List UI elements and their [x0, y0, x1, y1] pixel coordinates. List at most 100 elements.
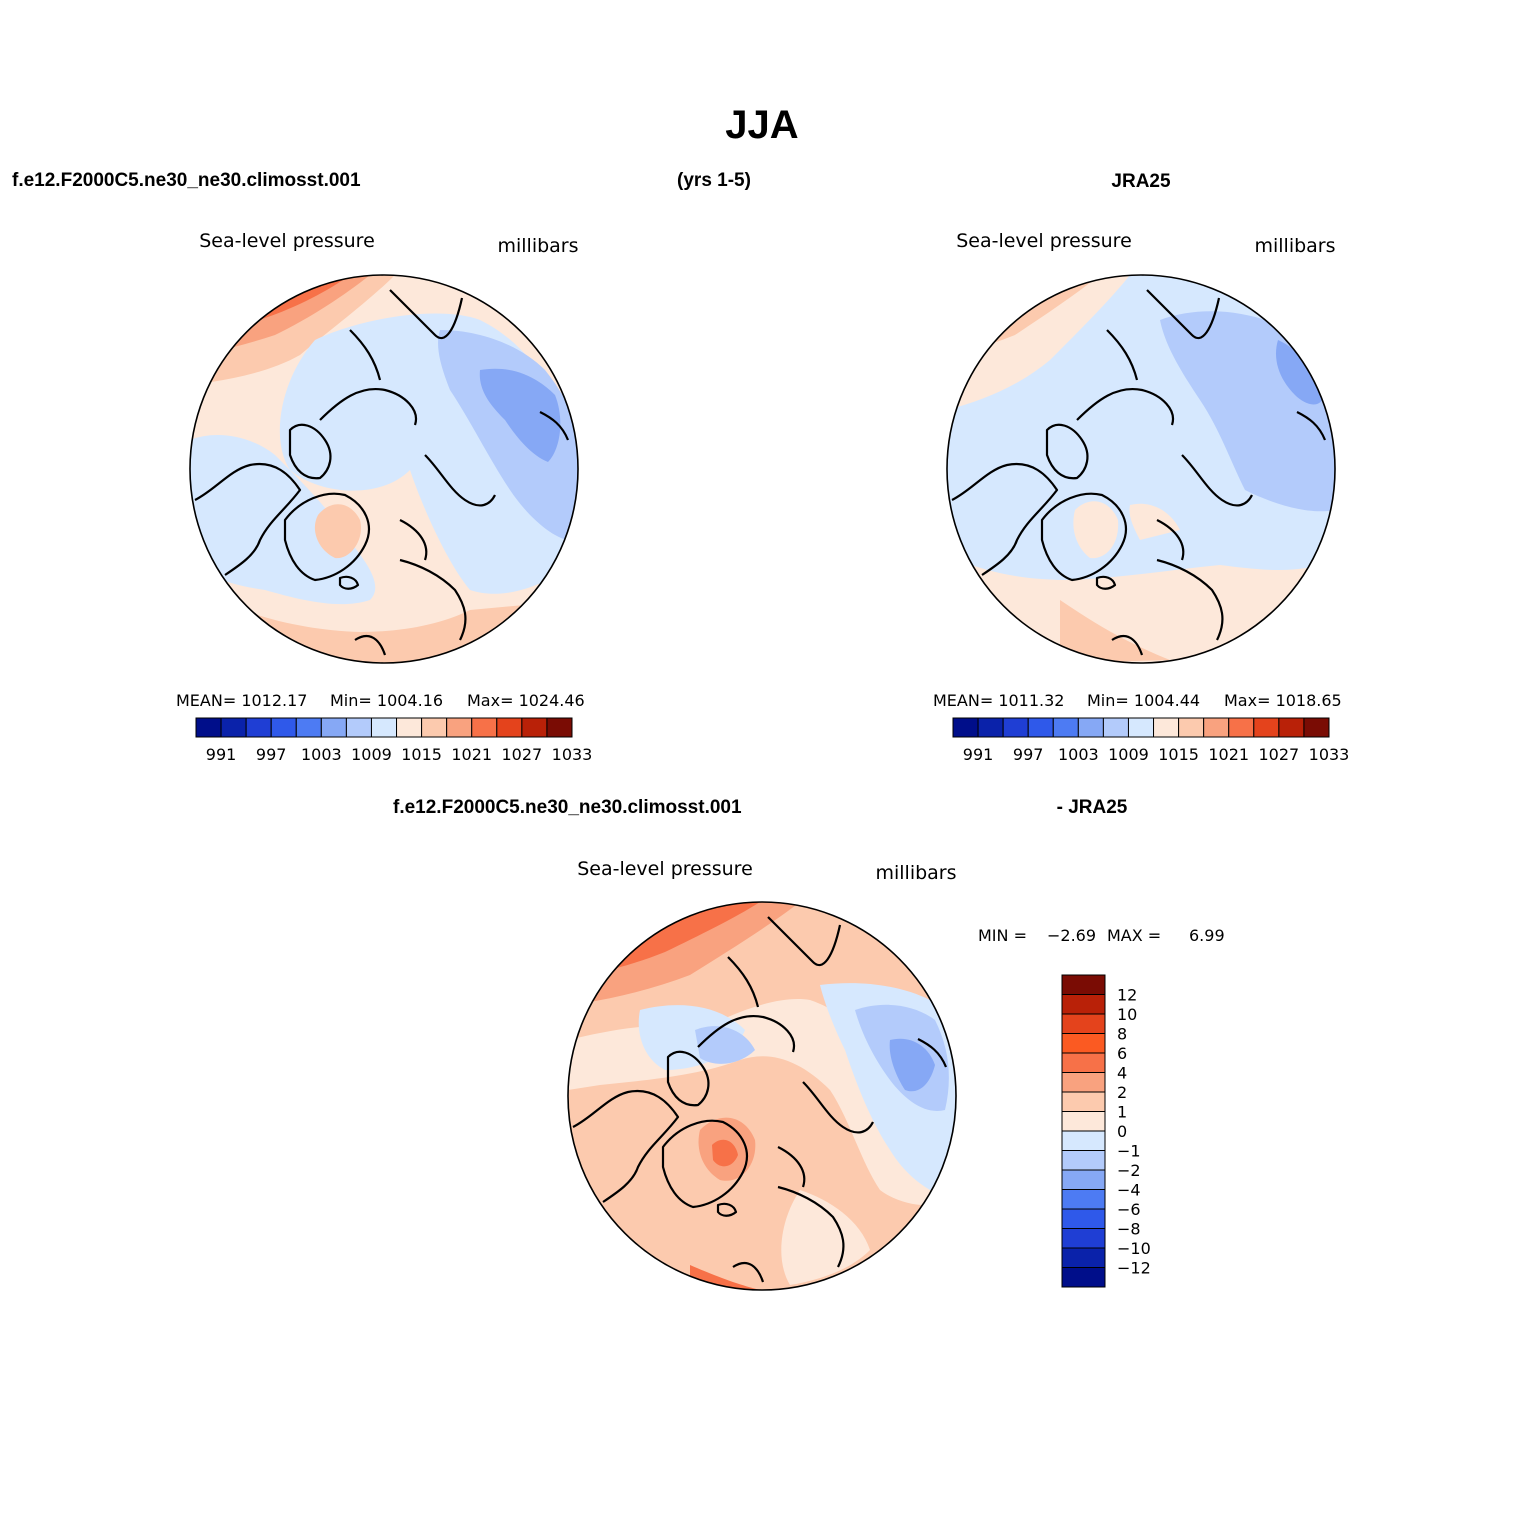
diff-map-border [567, 901, 957, 1291]
years-header: (yrs 1-5) [677, 170, 751, 191]
model-panel: Sea-level pressure millibars [176, 230, 592, 764]
diff-minus-obs: - JRA25 [1057, 797, 1128, 818]
diff-colorbar-swatch [1061, 1013, 1106, 1034]
diff-colorbar-swatch [1061, 1189, 1106, 1210]
model-colorbar-swatch [446, 717, 473, 738]
diff-colorbar-swatch [1061, 1033, 1106, 1054]
model-max-stat: Max= 1024.46 [467, 691, 585, 710]
diff-colorbar-tick-label: 0 [1117, 1122, 1127, 1141]
diff-panel: f.e12.F2000C5.ne30_ne30.climosst.001 - J… [393, 797, 1225, 1291]
obs-colorbar-swatch [1278, 717, 1305, 738]
obs-colorbar: 991 997 1003 1009 1015 1021 1027 1033 [952, 717, 1349, 764]
diff-colorbar-swatch [1061, 1169, 1106, 1190]
diff-colorbar-tick-label: −8 [1117, 1220, 1141, 1239]
obs-colorbar-swatch [1303, 717, 1330, 738]
model-mean-stat: MEAN= 1012.17 [176, 691, 307, 710]
obs-colorbar-swatch [1228, 717, 1255, 738]
diff-colorbar-swatch [1061, 994, 1106, 1015]
model-colorbar-tick-label: 1003 [301, 745, 342, 764]
obs-colorbar-swatch [1052, 717, 1079, 738]
diff-colorbar-tick-label: −10 [1117, 1239, 1151, 1258]
model-colorbar-swatch [245, 717, 272, 738]
diff-colorbar-swatch [1061, 1111, 1106, 1132]
figure-title: JJA [725, 103, 798, 147]
diff-colorbar-swatch [1061, 974, 1106, 995]
obs-colorbar-tick-label: 991 [963, 745, 994, 764]
diff-polar-map [568, 902, 956, 1290]
model-polar-map [190, 275, 578, 663]
diff-colorbar-tick-label: 8 [1117, 1025, 1127, 1044]
diff-colorbar-swatch [1061, 1150, 1106, 1171]
model-colorbar-swatch [320, 717, 347, 738]
obs-colorbar-swatch [1203, 717, 1230, 738]
diff-variable-label: Sea-level pressure [577, 858, 753, 880]
obs-variable-label: Sea-level pressure [956, 230, 1132, 252]
model-colorbar-swatch [370, 717, 398, 738]
model-colorbar-tick-label: 1009 [351, 745, 392, 764]
model-colorbar-swatch [396, 717, 423, 738]
diff-min-value: −2.69 [1047, 926, 1096, 945]
obs-colorbar-tick-label: 1003 [1058, 745, 1099, 764]
obs-min-stat: Min= 1004.44 [1087, 691, 1200, 710]
obs-coastlines [951, 289, 1327, 656]
obs-colorbar-swatch [977, 717, 1004, 738]
obs-map-border [946, 274, 1336, 664]
diff-colorbar-tick-label: −12 [1117, 1259, 1151, 1278]
diff-colorbar-tick-label: 6 [1117, 1044, 1127, 1063]
obs-colorbar-tick-label: 997 [1013, 745, 1044, 764]
diff-max-value: 6.99 [1189, 926, 1225, 945]
model-colorbar-swatch [220, 717, 247, 738]
model-colorbar-tick-label: 991 [206, 745, 237, 764]
model-colorbar-tick-label: 1027 [502, 745, 543, 764]
obs-colorbar-tick-label: 1015 [1158, 745, 1199, 764]
diff-units-label: millibars [875, 862, 956, 884]
model-colorbar-swatch [270, 717, 297, 738]
model-map-border [189, 274, 579, 664]
diff-colorbar-swatch [1061, 1091, 1106, 1112]
diff-min-label: MIN = [978, 926, 1027, 945]
obs-colorbar-swatch [1178, 717, 1205, 738]
model-colorbar-tick-label: 997 [256, 745, 287, 764]
obs-colorbar-swatch [1253, 717, 1280, 738]
obs-colorbar-swatch [1153, 717, 1180, 738]
obs-panel: Sea-level pressure millibars [933, 230, 1349, 764]
diff-colorbar-tick-label: −6 [1117, 1200, 1141, 1219]
diff-colorbar-swatch [1061, 1072, 1106, 1093]
obs-colorbar-swatch [1027, 717, 1054, 738]
model-min-stat: Min= 1004.16 [330, 691, 443, 710]
obs-colorbar-tick-label: 1009 [1108, 745, 1149, 764]
model-colorbar-swatch [471, 717, 498, 738]
diff-colorbar-swatch [1061, 1130, 1106, 1151]
model-coastlines [194, 289, 570, 656]
diff-colorbar-tick-label: −4 [1117, 1181, 1141, 1200]
model-colorbar-swatch [496, 717, 523, 738]
diff-coastlines [572, 916, 948, 1283]
diff-colorbar-swatch [1061, 1247, 1106, 1268]
diff-colorbar-swatch [1061, 1208, 1106, 1229]
model-variable-label: Sea-level pressure [199, 230, 375, 252]
diff-colorbar-tick-label: −2 [1117, 1161, 1141, 1180]
diff-colorbar-swatch [1061, 1052, 1106, 1073]
diff-colorbar-swatch [1061, 1267, 1106, 1288]
model-colorbar-swatch [521, 717, 548, 738]
model-colorbar: 991 997 1003 1009 1015 1021 1027 1033 [195, 717, 593, 764]
diff-colorbar-swatch [1061, 1228, 1106, 1249]
model-colorbar-tick-label: 1015 [401, 745, 442, 764]
obs-colorbar-swatch [1077, 717, 1104, 738]
model-colorbar-swatch [421, 717, 448, 738]
obs-colorbar-swatch [1102, 717, 1129, 738]
diff-colorbar-tick-label: 4 [1117, 1064, 1127, 1083]
obs-units-label: millibars [1254, 235, 1335, 257]
obs-mean-stat: MEAN= 1011.32 [933, 691, 1064, 710]
diff-max-label: MAX = [1107, 926, 1161, 945]
model-colorbar-swatch [195, 717, 222, 738]
diff-colorbar-tick-label: 10 [1117, 1005, 1137, 1024]
diff-colorbar-tick-label: 2 [1117, 1083, 1127, 1102]
model-colorbar-tick-label: 1033 [552, 745, 593, 764]
obs-colorbar-swatch [1002, 717, 1029, 738]
diff-colorbar-tick-label: 1 [1117, 1103, 1127, 1122]
obs-max-stat: Max= 1018.65 [1224, 691, 1342, 710]
diff-case-name: f.e12.F2000C5.ne30_ne30.climosst.001 [393, 797, 742, 818]
